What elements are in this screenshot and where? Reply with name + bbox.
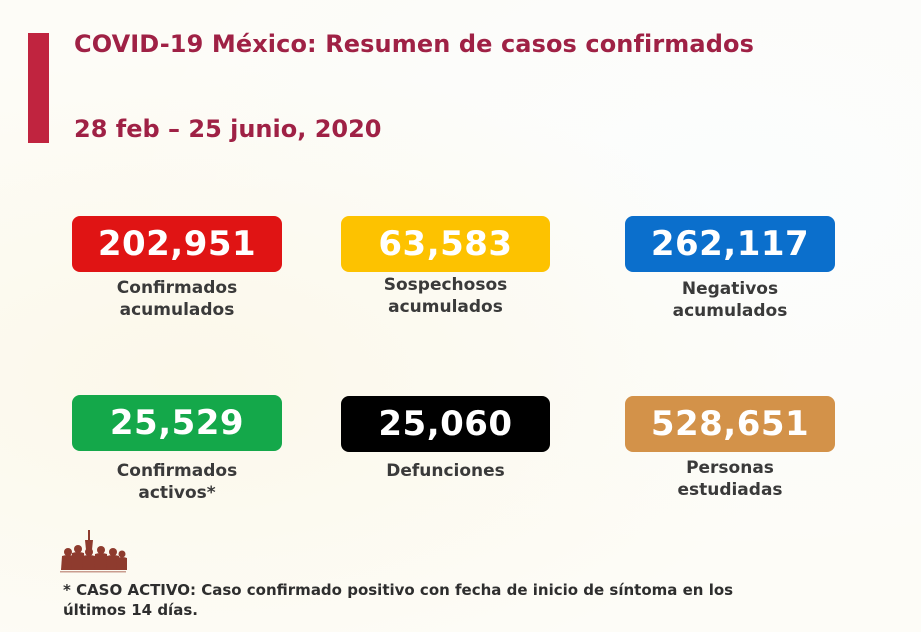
- stat-label-line2: activos*: [138, 483, 216, 503]
- stat-confirmados-acumulados: 202,951 Confirmados acumulados: [72, 216, 282, 321]
- stat-confirmados-activos: 25,529 Confirmados activos*: [72, 395, 282, 504]
- stat-negativos-acumulados: 262,117 Negativos acumulados: [625, 216, 835, 322]
- stat-label: Confirmados acumulados: [72, 277, 282, 321]
- stat-label-line1: Confirmados: [116, 461, 238, 481]
- stat-label-line1: Sospechosos: [383, 275, 508, 295]
- stat-label-line1: Personas: [686, 458, 774, 478]
- stat-label-line2: acumulados: [672, 301, 788, 321]
- stat-value-box: 25,529: [72, 395, 282, 451]
- stat-value-box: 262,117: [625, 216, 835, 272]
- stat-label-line2: estudiadas: [677, 480, 783, 500]
- date-range: 28 feb – 25 junio, 2020: [74, 115, 382, 143]
- footnote-line1: * CASO ACTIVO: Caso confirmado positivo …: [63, 581, 734, 599]
- stat-value-box: 25,060: [341, 396, 550, 452]
- footnote: * CASO ACTIVO: Caso confirmado positivo …: [63, 580, 843, 620]
- stat-label: Negativos acumulados: [625, 278, 835, 322]
- stat-label-line2: acumulados: [119, 300, 235, 320]
- stat-label-line1: Confirmados: [116, 278, 238, 298]
- stat-personas-estudiadas: 528,651 Personas estudiadas: [625, 396, 835, 501]
- stat-label: Sospechosos acumulados: [341, 274, 550, 318]
- stat-value-box: 63,583: [341, 216, 550, 272]
- page-title: COVID-19 México: Resumen de casos confir…: [74, 30, 754, 58]
- stat-value-box: 202,951: [72, 216, 282, 272]
- stat-sospechosos-acumulados: 63,583 Sospechosos acumulados: [341, 216, 550, 318]
- stat-label: Personas estudiadas: [625, 457, 835, 501]
- accent-bar: [28, 33, 49, 143]
- stat-label-line1: Negativos: [681, 279, 779, 299]
- stat-label-line1: Defunciones: [386, 461, 505, 481]
- stat-label: Confirmados activos*: [72, 460, 282, 504]
- footnote-line2: últimos 14 días.: [63, 601, 198, 619]
- stat-defunciones: 25,060 Defunciones: [341, 396, 550, 482]
- stat-label-line2: acumulados: [388, 297, 503, 317]
- stat-label: Defunciones: [341, 460, 550, 482]
- historical-figures-emblem-icon: [58, 530, 128, 574]
- stat-value-box: 528,651: [625, 396, 835, 452]
